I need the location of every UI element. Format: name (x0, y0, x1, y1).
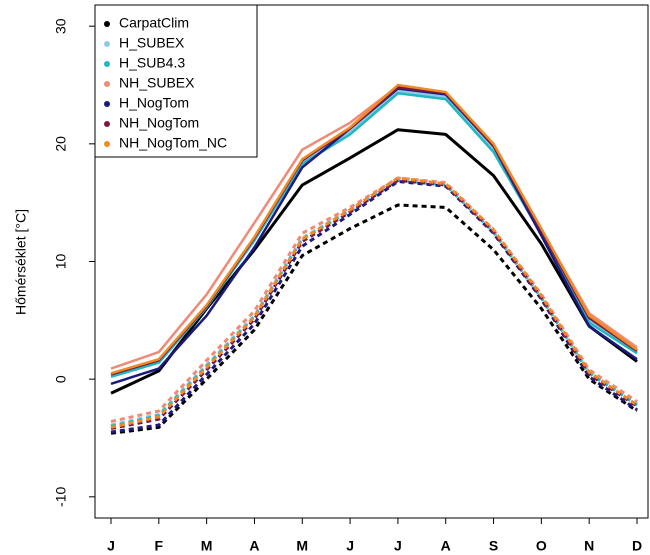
legend-label: NH_NogTom (119, 115, 199, 131)
x-tick-label: J (346, 538, 354, 554)
legend-label: NH_SUBEX (119, 75, 195, 91)
legend-marker (104, 21, 110, 27)
legend-box (94, 4, 258, 158)
legend-marker (104, 61, 110, 67)
legend-marker (104, 121, 110, 127)
legend-marker (104, 141, 110, 147)
x-tick-label: D (632, 538, 642, 554)
legend-label: CarpatClim (119, 15, 189, 31)
legend-marker (104, 41, 110, 47)
y-axis-label: Hőmérséklet [°C] (13, 209, 29, 315)
y-tick-label: 0 (53, 375, 69, 383)
legend-marker (104, 81, 110, 87)
dashed-line (110, 176, 638, 429)
x-tick-label: F (155, 538, 164, 554)
x-tick-label: O (536, 538, 547, 554)
legend-marker (104, 101, 110, 107)
legend-label: H_NogTom (119, 95, 189, 111)
y-tick-label: -10 (53, 486, 69, 506)
x-tick-label: A (441, 538, 451, 554)
y-tick-label: 10 (53, 254, 69, 270)
x-tick-label: J (394, 538, 402, 554)
legend-label: NH_NogTom_NC (119, 135, 227, 151)
legend-label: H_SUBEX (119, 35, 185, 51)
line (110, 128, 638, 395)
x-tick-label: N (584, 538, 594, 554)
legend-label: H_SUB4.3 (119, 55, 185, 71)
x-tick-label: S (489, 538, 498, 554)
y-tick-label: 30 (53, 18, 69, 34)
x-tick-label: J (107, 538, 115, 554)
x-tick-label: A (249, 538, 259, 554)
x-tick-label: M (296, 538, 308, 554)
y-tick-label: 20 (53, 136, 69, 152)
x-tick-label: M (201, 538, 213, 554)
dashed-line (110, 203, 638, 435)
line (110, 83, 638, 375)
